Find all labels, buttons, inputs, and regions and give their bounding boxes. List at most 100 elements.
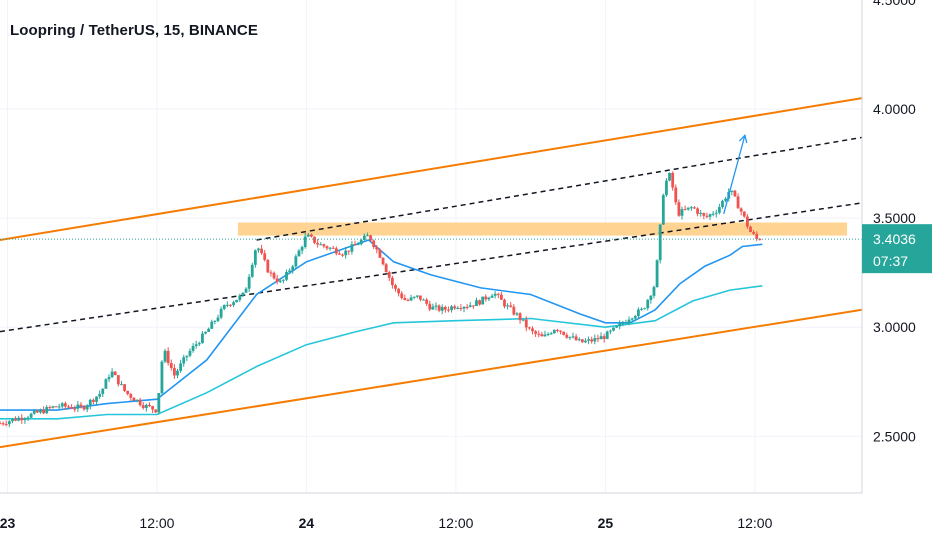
candle-body — [266, 259, 270, 273]
candle-body — [528, 327, 531, 329]
candle-body — [310, 234, 313, 237]
candle-body — [537, 333, 541, 335]
candle-body — [213, 320, 217, 322]
candle-body — [303, 236, 307, 248]
candle-body — [493, 293, 497, 296]
candle-body — [278, 280, 282, 282]
candle-body — [0, 423, 2, 425]
y-tick-label: 4.0000 — [873, 101, 916, 117]
candle-body — [562, 331, 566, 335]
candle-body — [48, 407, 52, 409]
candle-body — [26, 417, 30, 419]
candle-body — [618, 323, 622, 327]
candle-body — [674, 187, 678, 203]
candle-body — [552, 329, 556, 334]
candle-body — [229, 304, 232, 306]
candle-body — [197, 343, 201, 345]
candle-body — [587, 339, 590, 341]
candle-body — [20, 417, 24, 421]
candle-body — [434, 305, 438, 307]
candle-body — [699, 213, 703, 215]
x-tick-label: 23 — [0, 515, 15, 531]
candle-body — [141, 405, 145, 408]
candle-body — [92, 399, 95, 402]
candle-body — [204, 331, 207, 334]
candle-body — [116, 375, 120, 385]
candle-body — [366, 235, 369, 237]
candle-body — [294, 256, 298, 267]
candle-body — [216, 317, 220, 321]
candle-body — [260, 248, 263, 254]
candle-body — [257, 248, 260, 251]
candle-body — [471, 305, 475, 307]
candle-body — [605, 331, 609, 339]
candle-body — [503, 299, 506, 307]
candle-body — [655, 260, 659, 288]
candle-body — [487, 297, 491, 300]
candle-body — [88, 399, 92, 406]
candle-body — [375, 247, 379, 250]
candle-body — [325, 246, 329, 249]
candle-body — [612, 327, 615, 331]
candle-body — [590, 339, 594, 342]
candle-body — [400, 293, 404, 298]
chart-title: Loopring / TetherUS, 15, BINANCE — [10, 22, 258, 39]
moving-average-line-2 — [0, 285, 763, 420]
last-price-value: 3.4036 — [873, 231, 916, 247]
candle-body — [182, 357, 186, 364]
candles — [0, 171, 762, 428]
candle-body — [649, 295, 653, 300]
candle-body — [328, 247, 332, 249]
candle-body — [531, 328, 534, 332]
candle-body — [73, 408, 77, 410]
candle-body — [686, 207, 690, 210]
candle-body — [157, 393, 161, 413]
candle-body — [57, 406, 61, 408]
candle-body — [549, 333, 553, 335]
chart-grid — [0, 0, 862, 493]
candle-body — [135, 399, 139, 401]
candle-body — [509, 305, 513, 307]
candle-body — [235, 299, 239, 303]
y-tick-label: 3.0000 — [873, 319, 916, 335]
candle-body — [419, 295, 422, 300]
candle-body — [154, 409, 158, 413]
candle-body — [534, 331, 538, 334]
candle-body — [17, 417, 21, 421]
candle-body — [412, 296, 416, 298]
candle-body — [599, 336, 603, 340]
candle-body — [708, 214, 712, 217]
candle-body — [481, 296, 485, 305]
candle-body — [76, 404, 80, 409]
candle-body — [263, 253, 267, 260]
candle-body — [338, 253, 341, 255]
candle-body — [148, 404, 151, 407]
candle-body — [291, 266, 295, 271]
candle-body — [409, 297, 413, 301]
candle-body — [624, 322, 628, 324]
resistance-zone-band — [237, 222, 848, 236]
candle-body — [238, 295, 242, 300]
candle-body — [668, 172, 671, 181]
candle-body — [640, 308, 643, 310]
candle-body — [120, 384, 123, 386]
candle-body — [739, 208, 743, 212]
candle-body — [515, 313, 519, 315]
candle-body — [166, 350, 170, 364]
candle-body — [440, 306, 444, 311]
candle-body — [443, 306, 447, 310]
candle-body — [462, 306, 466, 309]
candle-body — [378, 249, 382, 258]
projection-arrow-head — [738, 133, 748, 144]
candle-body — [384, 264, 388, 273]
candle-body — [637, 309, 640, 317]
candle-body — [406, 299, 410, 301]
candle-body — [101, 388, 105, 394]
candle-body — [652, 287, 656, 296]
candle-body — [453, 306, 457, 309]
candle-body — [281, 279, 285, 281]
candle-body — [253, 250, 257, 265]
candle-body — [285, 271, 288, 280]
x-tick-label: 12:00 — [438, 515, 473, 531]
